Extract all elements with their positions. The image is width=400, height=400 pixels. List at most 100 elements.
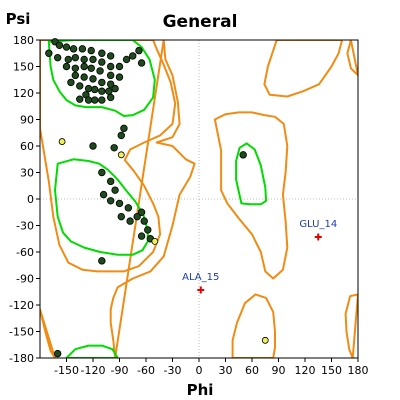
- favoured-residue-point: [117, 212, 125, 221]
- favoured-region-contours: [47, 40, 268, 358]
- favoured-residue-point: [144, 226, 152, 234]
- favoured-residue-point: [98, 168, 106, 177]
- favoured-residue-point: [98, 87, 106, 95]
- favoured-residue-point: [137, 208, 146, 216]
- allowed-residue-point: [261, 336, 269, 344]
- favoured-residue-point: [55, 41, 64, 49]
- y-tick-label: 30: [20, 167, 34, 180]
- favoured-residue-point: [45, 49, 53, 57]
- y-tick-label: 120: [13, 87, 34, 100]
- favoured-residue-point: [98, 257, 106, 265]
- allowed-contour: [231, 293, 276, 358]
- favoured-residue-point: [53, 349, 62, 358]
- y-tick-label: -30: [16, 220, 34, 233]
- favoured-residue-point: [80, 73, 88, 81]
- x-axis-label: Phi: [187, 381, 214, 399]
- outlier-label: GLU_14: [299, 219, 337, 230]
- y-tick-label: 90: [20, 114, 34, 127]
- favoured-residue-point: [78, 45, 87, 53]
- favoured-residue-point: [89, 142, 97, 150]
- favoured-residue-point: [98, 58, 106, 66]
- favoured-residue-point: [53, 53, 62, 62]
- favoured-contour: [65, 344, 119, 358]
- favoured-residue-point: [122, 55, 131, 64]
- residue-points: [45, 38, 269, 358]
- x-tick-label: 30: [219, 364, 233, 377]
- x-tick-label: -60: [137, 364, 155, 377]
- favoured-residue-point: [96, 67, 104, 75]
- x-tick-label: 0: [196, 364, 203, 377]
- favoured-residue-point: [111, 186, 119, 194]
- outlier-ala-15: ALA_15: [182, 272, 219, 294]
- favoured-residue-point: [64, 55, 72, 64]
- favoured-residue-point: [106, 52, 115, 60]
- axis-ticks: -150 -120 -90 -60 -30 0 30 60 90 120 150 1801801501…: [9, 34, 368, 377]
- x-tick-label: 60: [245, 364, 259, 377]
- favoured-residue-point: [126, 217, 134, 225]
- favoured-contour: [54, 158, 149, 256]
- allowed-contour: [40, 40, 177, 273]
- favoured-residue-point: [69, 45, 78, 53]
- x-tick-label: 180: [348, 364, 369, 377]
- favoured-residue-point: [98, 49, 106, 57]
- y-tick-label: -60: [16, 246, 34, 259]
- favoured-residue-point: [91, 96, 99, 104]
- favoured-contour: [235, 142, 268, 206]
- favoured-residue-point: [111, 84, 119, 93]
- favoured-residue-point: [133, 212, 141, 221]
- favoured-residue-point: [91, 85, 99, 94]
- x-tick-label: -90: [111, 364, 129, 377]
- favoured-residue-point: [124, 204, 133, 212]
- favoured-residue-point: [105, 87, 113, 95]
- favoured-residue-point: [117, 131, 125, 140]
- allowed-region-contours: [40, 40, 358, 358]
- allowed-contour: [40, 308, 56, 358]
- favoured-residue-point: [135, 46, 143, 55]
- x-tick-label: -150: [54, 364, 79, 377]
- favoured-residue-point: [67, 78, 75, 87]
- favoured-residue-point: [76, 95, 84, 103]
- favoured-residue-point: [106, 197, 115, 205]
- allowed-residue-point: [151, 237, 159, 245]
- y-tick-label: 150: [13, 61, 34, 74]
- favoured-residue-point: [106, 80, 115, 88]
- x-tick-label: 90: [272, 364, 286, 377]
- favoured-residue-point: [106, 71, 115, 80]
- favoured-residue-point: [89, 55, 97, 64]
- allowed-contour: [346, 40, 358, 77]
- y-tick-label: -120: [9, 299, 34, 312]
- favoured-residue-point: [84, 84, 93, 93]
- allowed-contour: [213, 111, 289, 280]
- outlier-markers: GLU_14 ALA_15: [182, 219, 337, 294]
- x-tick-label: -120: [81, 364, 106, 377]
- allowed-contour: [109, 40, 196, 358]
- allowed-residue-point: [58, 138, 66, 145]
- favoured-residue-point: [87, 46, 95, 55]
- zero-grid-lines: [40, 40, 358, 358]
- favoured-residue-point: [137, 59, 146, 67]
- x-tick-label: -30: [164, 364, 182, 377]
- favoured-residue-point: [76, 82, 84, 90]
- outlier-label: ALA_15: [182, 272, 219, 283]
- y-axis-label: Psi: [6, 10, 31, 28]
- favoured-residue-point: [80, 55, 88, 64]
- favoured-residue-point: [137, 232, 146, 240]
- favoured-residue-point: [239, 151, 247, 159]
- favoured-residue-point: [106, 62, 115, 71]
- favoured-residue-point: [99, 190, 108, 199]
- favoured-residue-point: [110, 144, 118, 152]
- x-tick-label: 150: [321, 364, 342, 377]
- favoured-residue-point: [129, 52, 137, 60]
- favoured-residue-point: [106, 177, 115, 186]
- favoured-residue-point: [115, 199, 124, 208]
- favoured-residue-point: [106, 93, 115, 102]
- y-tick-label: 180: [13, 34, 34, 47]
- chart-title: General: [163, 12, 238, 32]
- allowed-residue-point: [117, 151, 125, 159]
- favoured-residue-point: [80, 62, 88, 71]
- allowed-contour: [344, 293, 358, 358]
- favoured-residue-point: [98, 78, 106, 87]
- favoured-residue-point: [71, 53, 80, 62]
- y-tick-label: -180: [9, 352, 34, 365]
